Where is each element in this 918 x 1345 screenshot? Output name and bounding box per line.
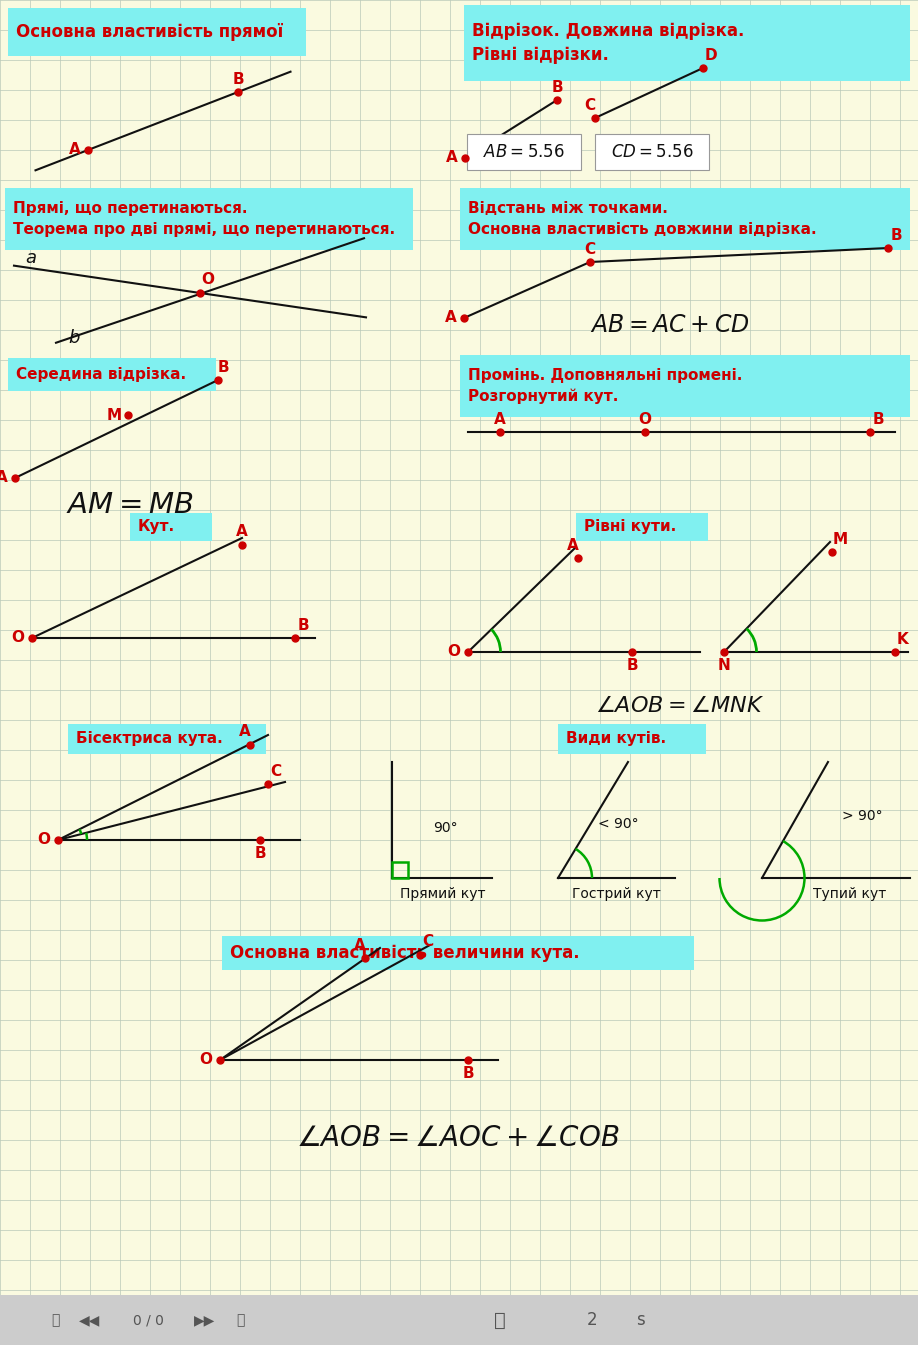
Text: Види кутів.: Види кутів. [566, 732, 666, 746]
Text: A: A [239, 725, 251, 740]
Text: ▶▶: ▶▶ [195, 1313, 216, 1328]
Text: M: M [106, 408, 121, 422]
Text: B: B [462, 1065, 474, 1080]
FancyBboxPatch shape [558, 724, 706, 755]
Text: B: B [890, 227, 901, 242]
Text: M: M [833, 531, 847, 546]
Text: $AB = 5.56$: $AB = 5.56$ [483, 143, 565, 161]
FancyBboxPatch shape [8, 8, 306, 56]
Text: A: A [446, 151, 458, 165]
Text: 90°: 90° [432, 820, 457, 835]
Text: > 90°: > 90° [842, 808, 882, 823]
Text: B: B [626, 658, 638, 672]
Text: 2: 2 [587, 1311, 598, 1329]
Text: $\angle AOB = \angle MNK$: $\angle AOB = \angle MNK$ [596, 694, 765, 716]
Text: < 90°: < 90° [598, 816, 638, 831]
Text: B: B [218, 359, 229, 374]
FancyBboxPatch shape [464, 5, 910, 81]
Text: Кут.: Кут. [138, 519, 175, 534]
Text: $AB = AC + CD$: $AB = AC + CD$ [590, 313, 750, 338]
Text: Гострий кут: Гострий кут [572, 886, 660, 901]
Text: B: B [872, 412, 884, 426]
Text: A: A [69, 143, 81, 157]
Text: C: C [271, 764, 282, 779]
Text: Промінь. Доповняльні промені.
Розгорнутий кут.: Промінь. Доповняльні промені. Розгорнути… [468, 367, 743, 405]
Text: B: B [254, 846, 266, 861]
Text: A: A [354, 937, 366, 952]
FancyBboxPatch shape [222, 936, 694, 970]
Text: s: s [635, 1311, 644, 1329]
FancyBboxPatch shape [467, 134, 581, 169]
Text: Бісектриса кута.: Бісектриса кута. [76, 732, 223, 746]
Text: K: K [897, 632, 909, 647]
Bar [0, 1295, 918, 1345]
FancyBboxPatch shape [576, 512, 708, 541]
Text: $AM = MB$: $AM = MB$ [66, 491, 194, 519]
Text: Прямі, що перетинаються.
Теорема про дві прямі, що перетинаються.: Прямі, що перетинаються. Теорема про дві… [13, 200, 395, 237]
Text: C: C [585, 242, 596, 257]
Text: $\angle AOB = \angle AOC + \angle COB$: $\angle AOB = \angle AOC + \angle COB$ [297, 1124, 620, 1153]
Text: A: A [236, 525, 248, 539]
Text: Основна властивість величини кута.: Основна властивість величини кута. [230, 944, 579, 962]
Text: C: C [585, 97, 596, 113]
Text: ⏸: ⏸ [494, 1310, 506, 1329]
Text: O: O [199, 1053, 212, 1068]
FancyBboxPatch shape [130, 512, 212, 541]
Text: A: A [494, 412, 506, 426]
Text: O: O [447, 644, 461, 659]
Text: A: A [567, 538, 579, 553]
Text: Рівні кути.: Рівні кути. [584, 519, 677, 534]
Text: b: b [68, 330, 79, 347]
Text: Відрізок. Довжина відрізка.
Рівні відрізки.: Відрізок. Довжина відрізка. Рівні відріз… [472, 22, 744, 65]
Text: N: N [718, 658, 731, 672]
Text: O: O [639, 412, 652, 426]
Text: $CD = 5.56$: $CD = 5.56$ [610, 143, 693, 161]
FancyBboxPatch shape [68, 724, 266, 755]
Text: ⏮: ⏮ [50, 1313, 59, 1328]
Text: Відстань між точками.
Основна властивість довжини відрізка.: Відстань між точками. Основна властивіст… [468, 200, 817, 237]
Text: D: D [705, 47, 717, 62]
FancyBboxPatch shape [595, 134, 709, 169]
Text: A: A [0, 471, 8, 486]
Text: O: O [12, 631, 25, 646]
FancyBboxPatch shape [460, 188, 910, 250]
Text: a: a [25, 249, 36, 268]
Text: O: O [38, 833, 50, 847]
FancyBboxPatch shape [5, 188, 413, 250]
Text: Прямий кут: Прямий кут [400, 886, 486, 901]
Bar [392, 862, 408, 878]
Text: B: B [551, 79, 563, 94]
Text: ⏭: ⏭ [236, 1313, 244, 1328]
Text: O: O [201, 273, 215, 288]
Text: Тупий кут: Тупий кут [813, 886, 887, 901]
Text: Середина відрізка.: Середина відрізка. [16, 367, 186, 382]
Text: C: C [422, 935, 433, 950]
FancyBboxPatch shape [460, 355, 910, 417]
Text: A: A [445, 311, 457, 325]
Text: B: B [232, 71, 244, 86]
Text: Основна властивість прямої: Основна властивість прямої [16, 23, 284, 40]
Text: 0 / 0: 0 / 0 [132, 1313, 163, 1328]
Text: B: B [297, 617, 308, 632]
FancyBboxPatch shape [8, 358, 216, 391]
Text: ◀◀: ◀◀ [79, 1313, 101, 1328]
